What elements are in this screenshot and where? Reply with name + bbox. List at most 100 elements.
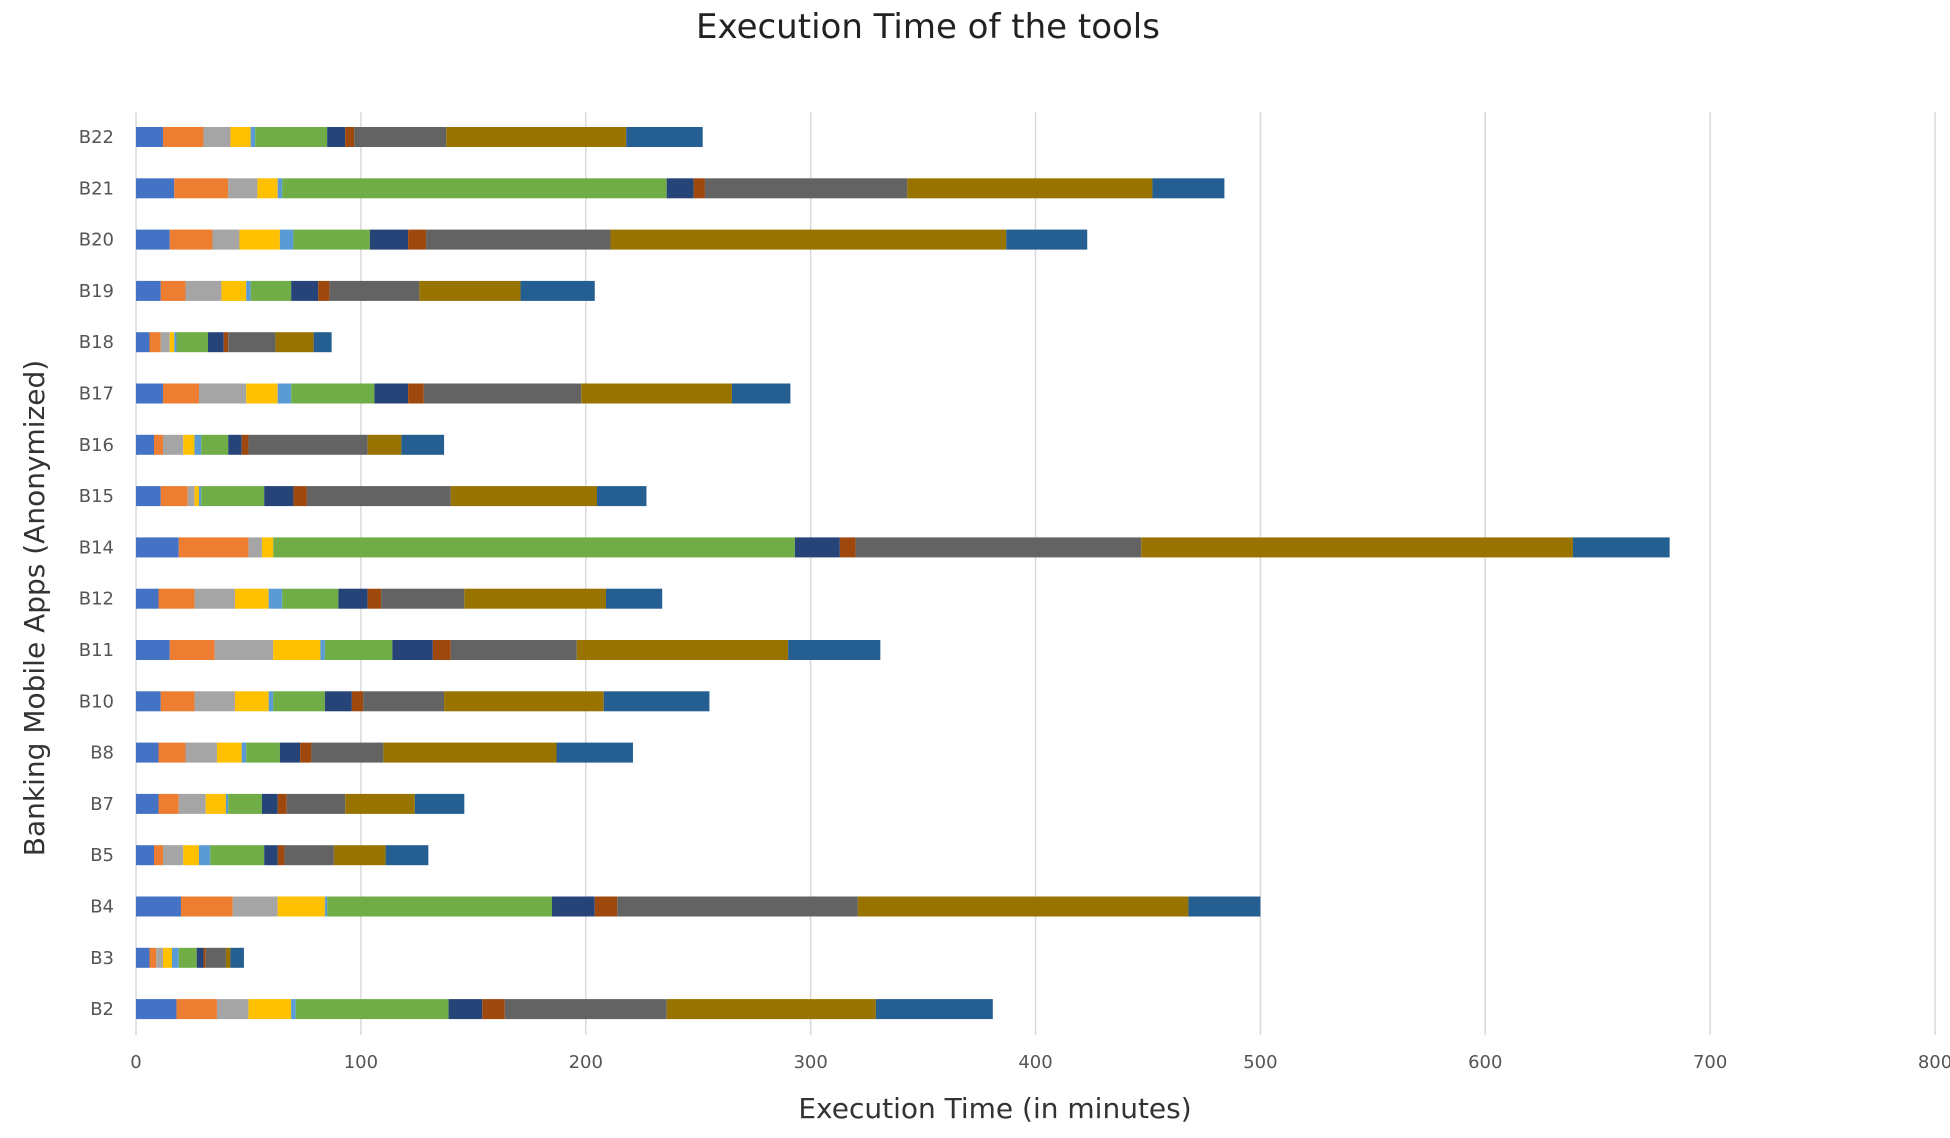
y-tick-label: B16 bbox=[79, 435, 114, 456]
bar-segment-b8-s2 bbox=[158, 742, 186, 763]
bar-segment-b15-s8 bbox=[293, 486, 307, 507]
bar-segment-b17-s10 bbox=[581, 383, 732, 404]
bar-segment-b5-s7 bbox=[264, 845, 278, 866]
bar-segment-b21-s4 bbox=[257, 178, 278, 199]
bar-segment-b4-s11 bbox=[1188, 896, 1261, 917]
bar-segment-b17-s8 bbox=[408, 383, 424, 404]
bar-segment-b22-s9 bbox=[354, 127, 447, 147]
bar-segment-b5-s11 bbox=[385, 845, 429, 866]
bar-segment-b4-s5 bbox=[324, 896, 328, 917]
bar-segment-b15-s1 bbox=[136, 486, 161, 507]
bar-segment-b17-s9 bbox=[423, 383, 582, 404]
x-tick-label: 400 bbox=[1018, 1052, 1052, 1073]
bar-segment-b12-s9 bbox=[381, 588, 465, 609]
bar-segment-b22-s2 bbox=[162, 127, 204, 147]
bar-segment-b17-s1 bbox=[136, 383, 163, 404]
x-tick-label: 0 bbox=[130, 1052, 141, 1073]
bar-segment-b19-s9 bbox=[329, 280, 420, 301]
bar-segment-b5-s2 bbox=[153, 845, 163, 866]
bar-segment-b2-s4 bbox=[248, 999, 292, 1020]
y-tick-label: B21 bbox=[79, 178, 114, 199]
bar-segment-b2-s2 bbox=[176, 999, 217, 1020]
bar-segment-b21-s9 bbox=[704, 178, 908, 199]
bar-segment-b10-s10 bbox=[444, 691, 604, 712]
y-tick-label: B10 bbox=[79, 691, 114, 712]
bar-segment-b18-s8 bbox=[223, 332, 229, 353]
x-tick-label: 200 bbox=[569, 1052, 603, 1073]
bar-segment-b2-s10 bbox=[666, 999, 876, 1020]
chart-title: Execution Time of the tools bbox=[696, 7, 1160, 47]
x-axis-label: Execution Time (in minutes) bbox=[798, 1092, 1191, 1125]
bar-segment-b18-s1 bbox=[136, 332, 150, 353]
bar-segment-b3-s8 bbox=[203, 947, 206, 968]
bar-segment-b5-s8 bbox=[277, 845, 285, 866]
bar-segment-b16-s9 bbox=[248, 434, 368, 455]
bar-segment-b7-s9 bbox=[286, 793, 346, 814]
bar-segment-b14-s4 bbox=[261, 537, 274, 558]
bar-segment-b20-s8 bbox=[408, 229, 427, 250]
bar-segment-b2-s8 bbox=[482, 999, 505, 1020]
bar-segment-b14-s6 bbox=[273, 537, 795, 558]
bar-segment-b18-s3 bbox=[160, 332, 170, 353]
bar-segment-b7-s5 bbox=[225, 793, 229, 814]
bar-segment-b17-s6 bbox=[291, 383, 375, 404]
y-tick-label: B18 bbox=[79, 332, 114, 353]
bar-segment-b10-s6 bbox=[273, 691, 325, 712]
bar-segment-b22-s7 bbox=[327, 127, 346, 147]
bar-segment-b16-s5 bbox=[194, 434, 202, 455]
bar-segment-b11-s10 bbox=[576, 640, 789, 660]
bar-segment-b14-s11 bbox=[1572, 537, 1670, 558]
bar-segment-b10-s1 bbox=[136, 691, 161, 712]
bar-segment-b21-s8 bbox=[693, 178, 705, 199]
x-tick-labels: 0 100 200 300 400 500 600 700 800 bbox=[130, 1052, 1950, 1073]
bar-segment-b12-s3 bbox=[194, 588, 235, 609]
bar-segment-b21-s5 bbox=[277, 178, 283, 199]
bar-segment-b11-s7 bbox=[392, 640, 433, 660]
bar-segment-b12-s7 bbox=[338, 588, 368, 609]
bar-segment-b18-s11 bbox=[313, 332, 332, 353]
y-tick-label: B20 bbox=[79, 230, 114, 251]
bar-segment-b12-s2 bbox=[158, 588, 195, 609]
bar-segment-b14-s2 bbox=[178, 537, 249, 558]
bar-segment-b20-s1 bbox=[136, 229, 170, 250]
bar-segment-b11-s8 bbox=[432, 640, 451, 660]
bar-segment-b8-s5 bbox=[241, 742, 247, 763]
bar-segment-b22-s6 bbox=[255, 127, 328, 147]
bar-segment-b16-s7 bbox=[228, 434, 242, 455]
bar-segment-b8-s6 bbox=[246, 742, 280, 763]
bar-segment-b4-s7 bbox=[552, 896, 595, 917]
bar-segment-b3-s3 bbox=[156, 947, 163, 968]
bar-segment-b14-s7 bbox=[794, 537, 840, 558]
bar-segment-b5-s3 bbox=[162, 845, 184, 866]
bar-segment-b18-s10 bbox=[275, 332, 314, 353]
bar-segment-b7-s2 bbox=[158, 793, 179, 814]
bar-segment-b15-s10 bbox=[450, 486, 597, 507]
bar-segment-b5-s9 bbox=[284, 845, 334, 866]
y-tick-label: B19 bbox=[79, 281, 114, 302]
bar-segment-b4-s10 bbox=[857, 896, 1189, 917]
bar-segment-b5-s10 bbox=[333, 845, 386, 866]
bar-segment-b21-s1 bbox=[136, 178, 175, 199]
bar-segment-b4-s1 bbox=[136, 896, 181, 917]
bar-segment-b11-s4 bbox=[273, 640, 321, 660]
bar-segment-b21-s3 bbox=[228, 178, 258, 199]
bar-segment-b11-s5 bbox=[320, 640, 325, 660]
bar-segment-b3-s5 bbox=[171, 947, 179, 968]
bar-segment-b16-s3 bbox=[162, 434, 184, 455]
bar-segment-b19-s3 bbox=[185, 280, 222, 301]
bar-segment-b2-s6 bbox=[295, 999, 449, 1020]
bar-segment-b22-s8 bbox=[345, 127, 355, 147]
bar-segment-b20-s11 bbox=[1006, 229, 1088, 250]
bar-segment-b18-s2 bbox=[149, 332, 161, 353]
bar-segment-b11-s11 bbox=[788, 640, 881, 660]
bar-segment-b19-s4 bbox=[221, 280, 247, 301]
bar-segment-b2-s9 bbox=[504, 999, 667, 1020]
x-tick-label: 100 bbox=[344, 1052, 378, 1073]
y-tick-label: B4 bbox=[90, 897, 114, 918]
bar-segment-b19-s1 bbox=[136, 280, 161, 301]
bar-segment-b14-s3 bbox=[248, 537, 262, 558]
bar-segment-b18-s4 bbox=[169, 332, 175, 353]
bar-segment-b8-s1 bbox=[136, 742, 159, 763]
bar-segment-b21-s11 bbox=[1152, 178, 1225, 199]
bar-segment-b20-s5 bbox=[279, 229, 294, 250]
